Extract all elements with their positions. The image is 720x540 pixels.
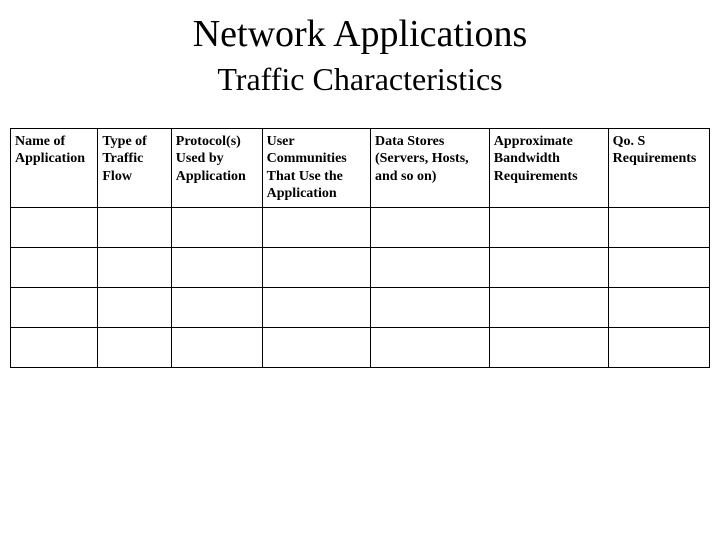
col-header-qos: Qo. S Requirements [608,128,709,207]
table-cell [370,327,489,367]
col-header-type: Type of Traffic Flow [98,128,171,207]
traffic-table: Name of Application Type of Traffic Flow… [10,128,710,368]
col-header-name: Name of Application [11,128,98,207]
table-cell [171,207,262,247]
table-cell [370,247,489,287]
table-cell [608,327,709,367]
table-cell [370,207,489,247]
col-header-users: User Communities That Use the Applicatio… [262,128,370,207]
table-cell [11,247,98,287]
table-cell [489,287,608,327]
table-cell [262,287,370,327]
table-cell [489,327,608,367]
table-cell [608,207,709,247]
table-cell [11,207,98,247]
table-cell [98,207,171,247]
table-cell [171,287,262,327]
table-cell [262,207,370,247]
table-row [11,207,710,247]
table-cell [171,327,262,367]
table-cell [370,287,489,327]
table-cell [262,327,370,367]
col-header-bandwidth: Approximate Bandwidth Requirements [489,128,608,207]
page-title: Network Applications [0,12,720,58]
table-cell [98,287,171,327]
col-header-datastores: Data Stores (Servers, Hosts, and so on) [370,128,489,207]
page-subtitle: Traffic Characteristics [0,60,720,98]
traffic-table-wrap: Name of Application Type of Traffic Flow… [10,128,710,368]
table-cell [11,327,98,367]
table-row [11,327,710,367]
table-cell [608,247,709,287]
table-row [11,247,710,287]
table-cell [11,287,98,327]
col-header-protocols: Protocol(s) Used by Application [171,128,262,207]
table-cell [171,247,262,287]
table-cell [98,247,171,287]
table-header-row: Name of Application Type of Traffic Flow… [11,128,710,207]
table-row [11,287,710,327]
table-cell [489,207,608,247]
table-cell [98,327,171,367]
table-cell [608,287,709,327]
table-cell [489,247,608,287]
table-cell [262,247,370,287]
